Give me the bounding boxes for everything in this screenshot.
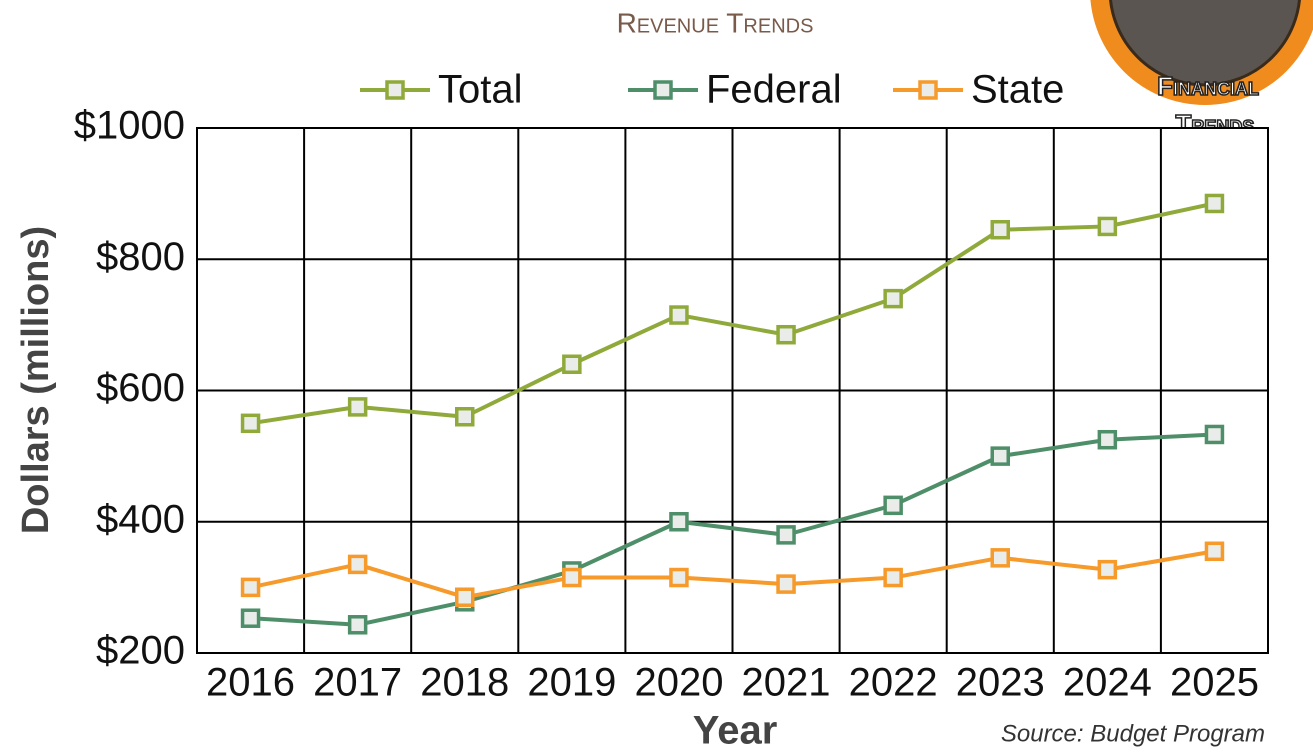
legend-label: Federal xyxy=(706,68,842,112)
data-point xyxy=(1097,216,1118,237)
data-point xyxy=(669,567,689,588)
legend-marker xyxy=(918,80,938,100)
data-point xyxy=(1097,559,1118,580)
data-point xyxy=(1204,541,1225,562)
data-point xyxy=(990,219,1010,240)
data-point xyxy=(455,587,475,607)
x-tick-label: 2025 xyxy=(1170,661,1259,705)
data-point xyxy=(1204,193,1225,214)
data-point xyxy=(455,407,475,427)
data-point xyxy=(1097,429,1118,450)
data-point xyxy=(240,413,261,434)
logo-text: Financial xyxy=(1157,71,1259,101)
y-tick-label: $600 xyxy=(96,366,185,410)
y-tick-label: $800 xyxy=(96,235,185,279)
logo-image xyxy=(1109,0,1301,87)
data-point xyxy=(240,608,261,628)
x-tick-label: 2023 xyxy=(956,661,1045,705)
series-line xyxy=(250,201,1215,426)
y-tick-label: $1000 xyxy=(74,104,185,148)
x-tick-label: 2017 xyxy=(313,661,402,705)
legend-label: Total xyxy=(438,68,523,112)
series-line xyxy=(250,549,1215,600)
x-tick-label: 2016 xyxy=(206,661,295,705)
x-tick-label: 2018 xyxy=(420,661,509,705)
x-tick-label: 2019 xyxy=(527,661,616,705)
data-point xyxy=(990,446,1010,466)
y-axis-label: Dollars (millions) xyxy=(15,226,57,534)
x-tick-label: 2024 xyxy=(1063,661,1152,705)
x-tick-label: 2021 xyxy=(742,661,831,705)
data-point xyxy=(562,354,582,374)
legend-marker xyxy=(653,80,673,100)
legend-marker xyxy=(385,80,405,100)
y-tick-label: $200 xyxy=(96,629,185,673)
data-point xyxy=(883,288,903,309)
data-point xyxy=(669,512,689,532)
chart-title: Revenue Trends xyxy=(617,7,814,38)
legend-label: State xyxy=(971,68,1064,112)
x-axis-label: Year xyxy=(693,709,778,753)
data-point xyxy=(776,525,796,545)
data-point xyxy=(347,615,368,635)
logo: Financial Trends xyxy=(1090,0,1313,140)
data-point xyxy=(883,495,903,516)
data-point xyxy=(240,577,261,598)
data-point xyxy=(562,567,582,588)
data-point xyxy=(883,567,903,588)
y-tick-label: $400 xyxy=(96,497,185,541)
data-point xyxy=(669,305,689,325)
data-point xyxy=(990,548,1010,568)
data-point xyxy=(347,554,368,575)
data-point xyxy=(347,397,368,417)
series-line xyxy=(250,432,1215,627)
data-point xyxy=(776,574,796,594)
data-point xyxy=(1204,424,1225,445)
source: Source: Budget Program xyxy=(1001,720,1265,747)
x-tick-label: 2020 xyxy=(634,661,723,705)
data-point xyxy=(776,324,796,345)
x-tick-label: 2022 xyxy=(849,661,938,705)
